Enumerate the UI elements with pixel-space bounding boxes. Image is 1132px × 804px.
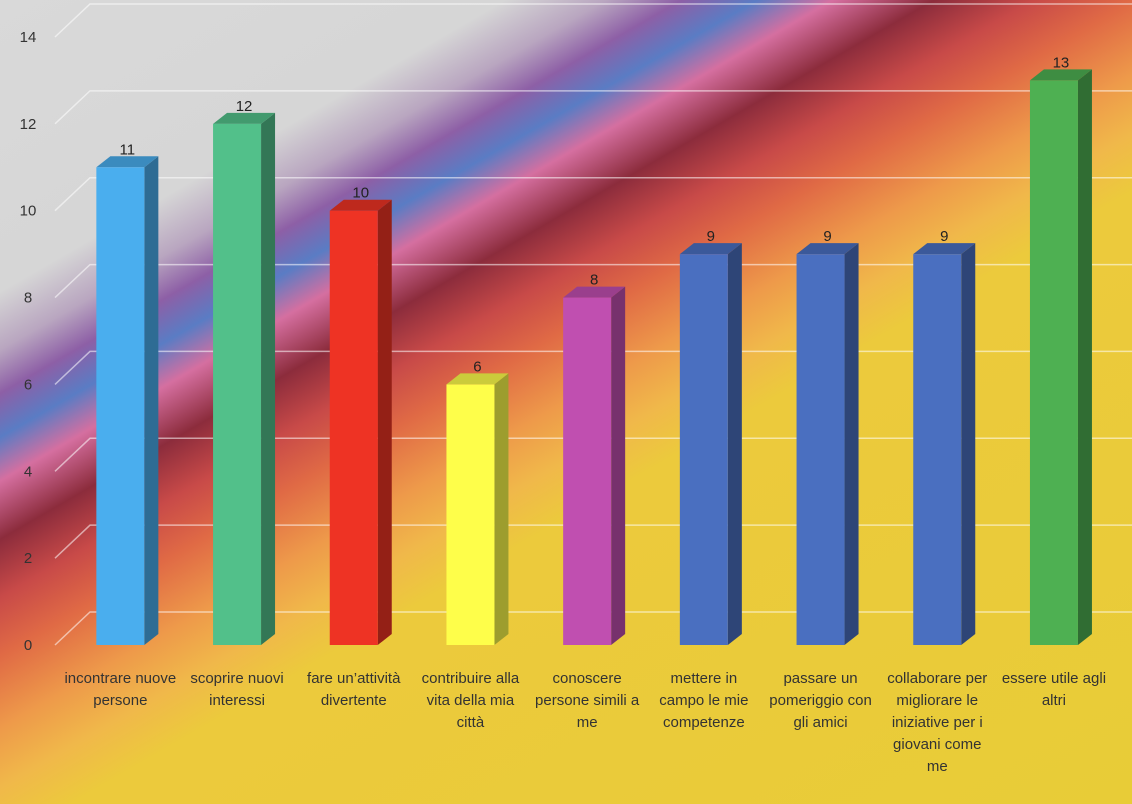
bar [213, 112, 276, 646]
x-category-label: collaborare per migliorare le iniziative… [887, 670, 988, 775]
bar-front [563, 297, 612, 645]
y-axis: 0 2 4 6 8 10 12 14 [20, 29, 37, 654]
y-tick-label: 6 [24, 376, 32, 393]
x-category-label: scoprire nuovi interessi [190, 670, 284, 709]
bar-front [796, 254, 845, 645]
bar-top [96, 156, 159, 168]
bar-top [329, 199, 392, 211]
bar-top [913, 243, 976, 255]
gridline [54, 3, 1132, 38]
x-category-label: conoscere persone simili a me [535, 670, 640, 731]
y-tick-label: 8 [24, 290, 32, 307]
bar-top [563, 286, 626, 298]
bar [1029, 69, 1092, 645]
data-labels: 11 12 10 6 8 9 9 9 13 [120, 54, 1070, 375]
bar-front [913, 254, 962, 645]
bar-side [1077, 69, 1092, 645]
bar-front [1029, 80, 1078, 645]
bar-side [261, 112, 276, 646]
gridline [54, 350, 1132, 385]
y-tick-label: 4 [24, 463, 32, 480]
bar-top [796, 243, 859, 255]
data-label: 11 [120, 141, 136, 158]
y-tick-label: 2 [24, 550, 32, 567]
bar [563, 286, 626, 645]
gridline [54, 437, 1132, 472]
bars [96, 69, 1092, 646]
bar [679, 243, 742, 645]
bar-front [96, 167, 145, 646]
data-label: 9 [823, 228, 831, 245]
bar-top [446, 373, 509, 385]
y-tick-label: 14 [20, 29, 37, 46]
x-category-label: incontrare nuove persone [64, 670, 177, 709]
gridline [54, 90, 1132, 125]
data-label: 6 [473, 358, 481, 375]
data-label: 12 [236, 98, 253, 115]
x-category-label: contribuire alla vita della mia città [421, 670, 520, 731]
bar-side [727, 243, 742, 645]
bar-front [679, 254, 728, 645]
bar [329, 199, 392, 645]
bar-side [611, 286, 626, 645]
x-category-label: fare un’attività divertente [307, 670, 401, 709]
bar-side [844, 243, 859, 645]
data-label: 8 [590, 272, 598, 289]
y-tick-label: 0 [24, 637, 32, 654]
bar [96, 156, 159, 646]
data-label: 10 [352, 185, 369, 202]
bar [796, 243, 859, 645]
data-label: 13 [1053, 54, 1070, 71]
bar-top [1029, 69, 1092, 81]
y-tick-label: 12 [20, 116, 37, 133]
bar-side [961, 243, 976, 645]
bar-front [213, 123, 262, 646]
gridline [54, 524, 1132, 559]
data-label: 9 [707, 228, 715, 245]
y-tick-label: 10 [20, 203, 37, 220]
bar [446, 373, 509, 645]
x-category-label: mettere in campo le mie competenze [659, 670, 749, 731]
gridline [54, 263, 1132, 299]
x-category-label: passare un pomeriggio con gli amici [769, 670, 872, 731]
data-label: 9 [940, 228, 948, 245]
bar [913, 243, 976, 645]
bar-top [213, 112, 276, 124]
bar-front [446, 384, 495, 645]
bar-front [329, 210, 378, 645]
bar-side [144, 156, 159, 646]
gridline [54, 176, 1132, 212]
gridlines [54, 3, 1132, 646]
x-category-label: essere utile agli altri [1001, 670, 1107, 709]
bar-side [494, 373, 509, 645]
bar-top [679, 243, 742, 255]
gridline [54, 611, 1132, 646]
bar-side [377, 199, 392, 645]
